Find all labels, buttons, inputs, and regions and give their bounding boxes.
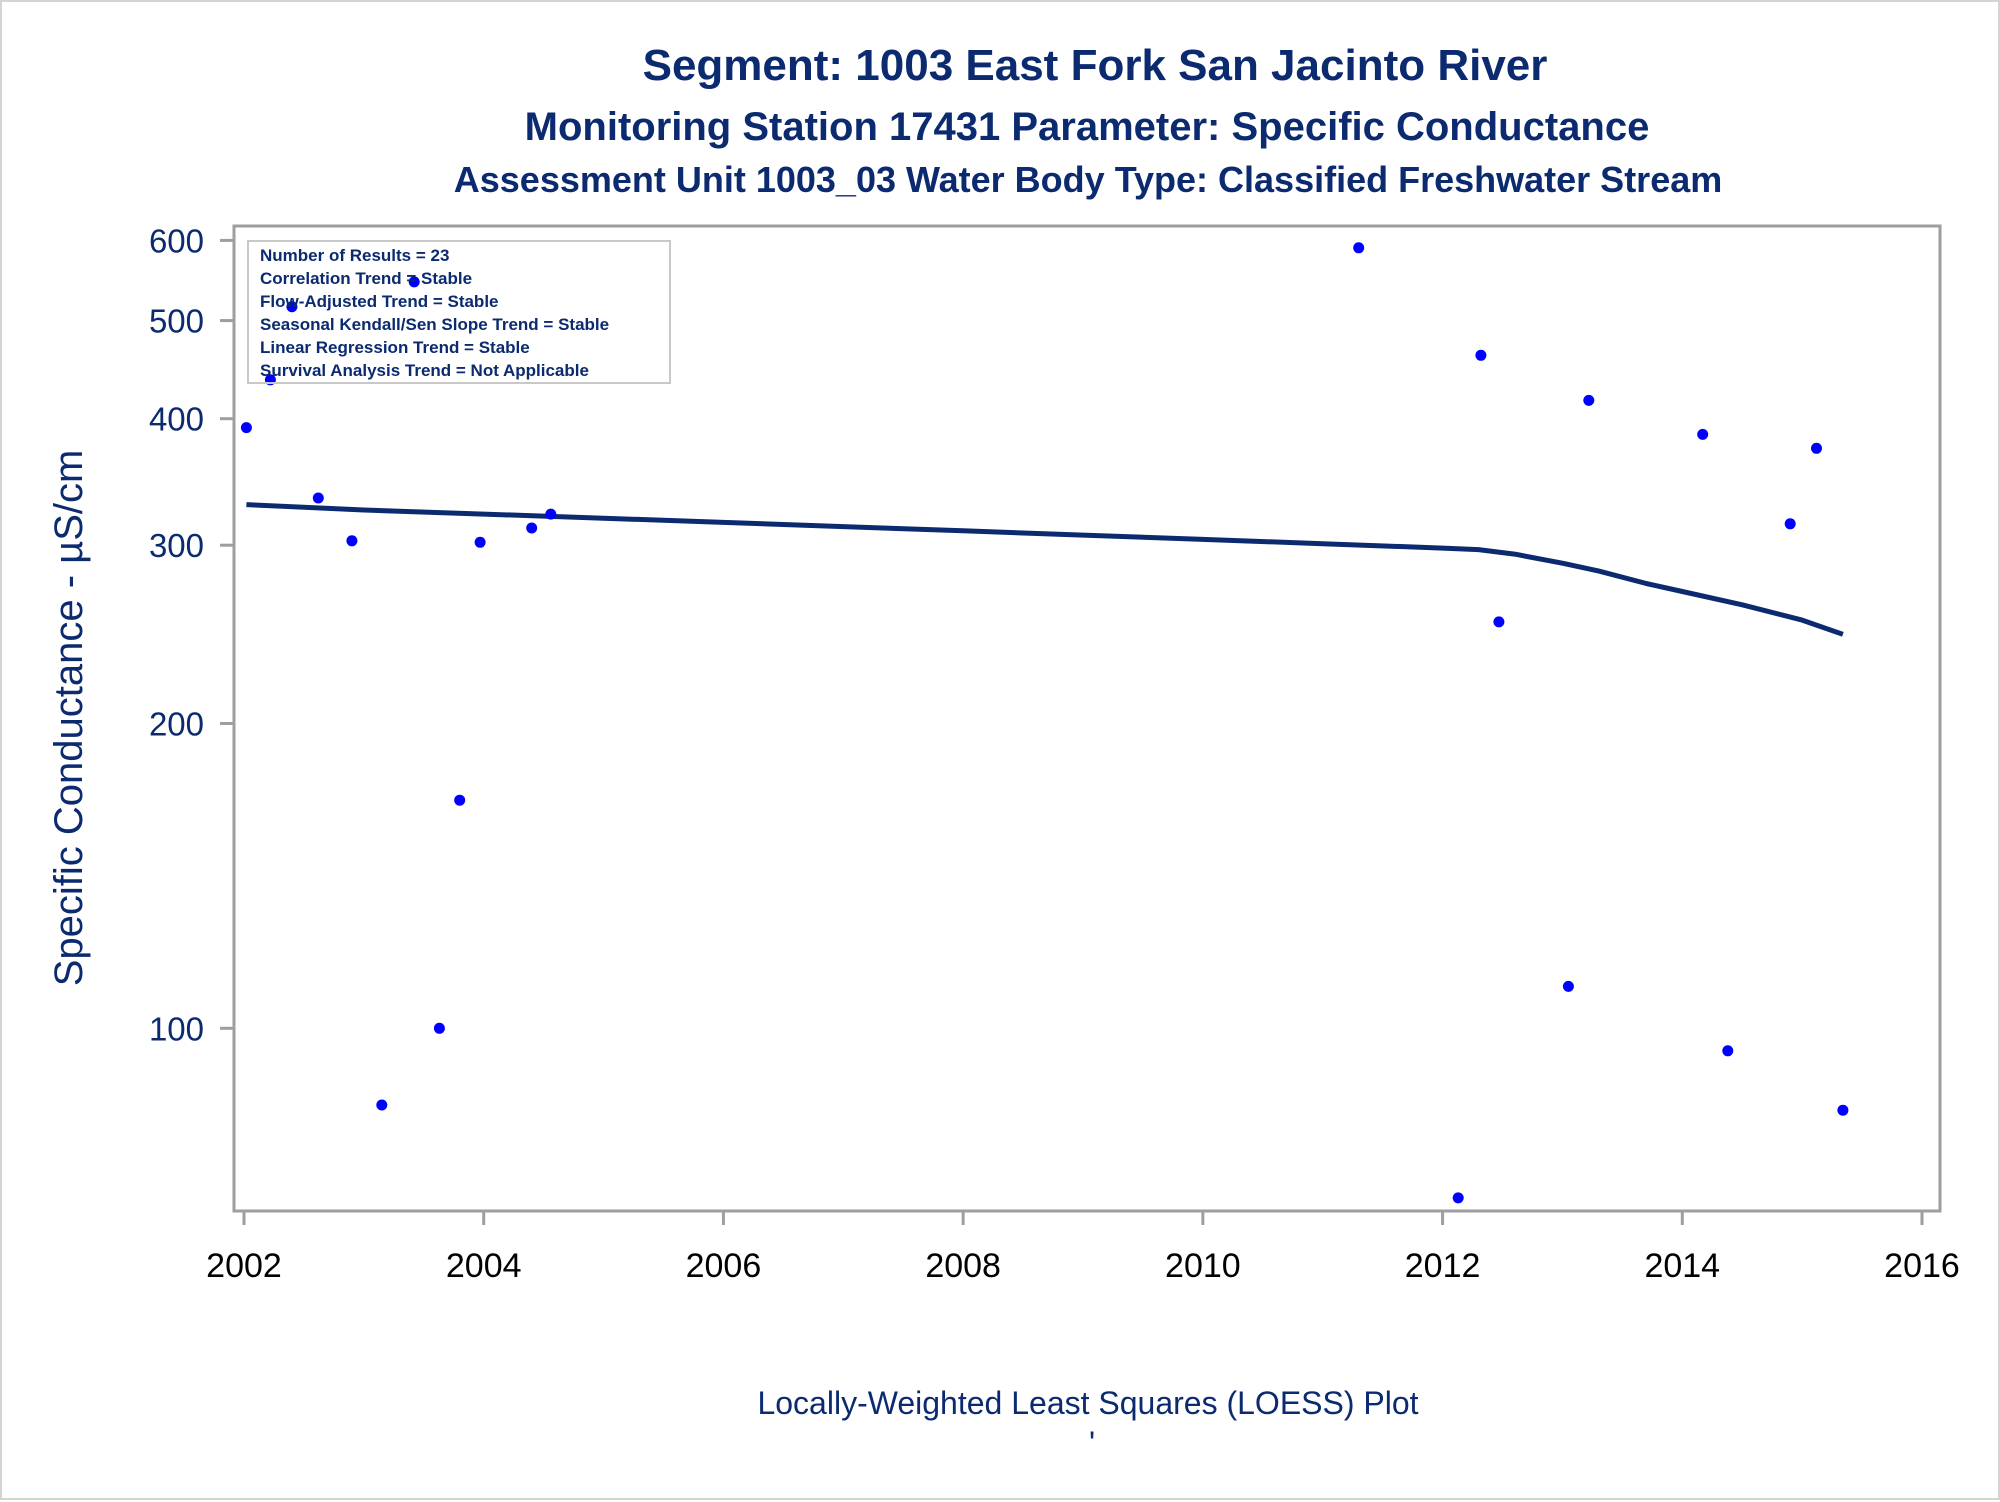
legend-line-flow-adjusted: Flow-Adjusted Trend = Stable	[260, 292, 499, 311]
loess-trend-line	[246, 502, 1844, 637]
data-point	[545, 508, 557, 520]
y-tick-label: 300	[149, 527, 204, 564]
y-axis-label: Specific Conductance - µS/cm	[47, 450, 91, 987]
x-tick-label: 2006	[686, 1247, 762, 1285]
data-point	[454, 794, 466, 806]
x-tick-label: 2008	[925, 1247, 1001, 1285]
y-tick-label: 600	[149, 222, 204, 259]
plot-area	[232, 224, 1942, 1213]
x-tick-label: 2002	[206, 1247, 282, 1285]
legend-line-results: Number of Results = 23	[260, 246, 449, 265]
chart-subtitle-assessment: Assessment Unit 1003_03 Water Body Type:…	[454, 159, 1723, 200]
data-point	[474, 536, 486, 548]
data-point	[286, 301, 298, 313]
x-axis: 2002 2004 2006 2008 2010 2012 2014 2016	[206, 1211, 1960, 1285]
data-point	[312, 492, 324, 504]
data-point	[1562, 980, 1574, 992]
legend-frame	[247, 240, 671, 384]
data-point	[240, 422, 252, 434]
legend-box: Number of Results = 23 Correlation Trend…	[247, 240, 671, 384]
y-tick-label: 400	[149, 401, 204, 438]
legend-line-survival-analysis: Survival Analysis Trend = Not Applicable	[260, 361, 589, 380]
chart-title: Segment: 1003 East Fork San Jacinto Rive…	[643, 41, 1548, 90]
y-tick-label: 200	[149, 705, 204, 742]
y-tick-label: 100	[149, 1010, 204, 1047]
data-point	[1722, 1045, 1734, 1057]
data-point	[1475, 349, 1487, 361]
data-point	[1353, 242, 1365, 254]
data-point	[1811, 442, 1822, 454]
data-point	[1837, 1104, 1849, 1116]
data-point	[1493, 616, 1505, 628]
loess-trend-layer	[246, 502, 1844, 637]
legend-line-linear-regression: Linear Regression Trend = Stable	[260, 338, 530, 357]
data-point	[346, 535, 358, 547]
x-tick-label: 2004	[446, 1247, 522, 1285]
data-point	[1452, 1192, 1464, 1204]
x-tick-label: 2010	[1165, 1247, 1241, 1285]
data-point	[433, 1022, 445, 1034]
data-point	[408, 276, 420, 288]
x-tick-label: 2016	[1884, 1247, 1960, 1285]
chart-subtitle-station: Monitoring Station 17431 Parameter: Spec…	[525, 105, 1650, 149]
legend-line-correlation: Correlation Trend = Stable	[260, 269, 472, 288]
footnote-mark: '	[1089, 1425, 1095, 1461]
y-axis: 100 200 300 400 500 600	[149, 222, 234, 1047]
data-point	[376, 1099, 388, 1111]
y-tick-label: 500	[149, 303, 204, 340]
data-point	[526, 522, 538, 534]
data-point	[1697, 428, 1709, 440]
legend-line-seasonal-kendall: Seasonal Kendall/Sen Slope Trend = Stabl…	[260, 315, 609, 334]
data-point	[1784, 518, 1796, 530]
x-tick-label: 2012	[1405, 1247, 1481, 1285]
footnote: Locally-Weighted Least Squares (LOESS) P…	[757, 1385, 1418, 1421]
data-points-layer	[240, 242, 1849, 1204]
data-point	[1583, 394, 1595, 406]
x-tick-label: 2014	[1644, 1247, 1720, 1285]
